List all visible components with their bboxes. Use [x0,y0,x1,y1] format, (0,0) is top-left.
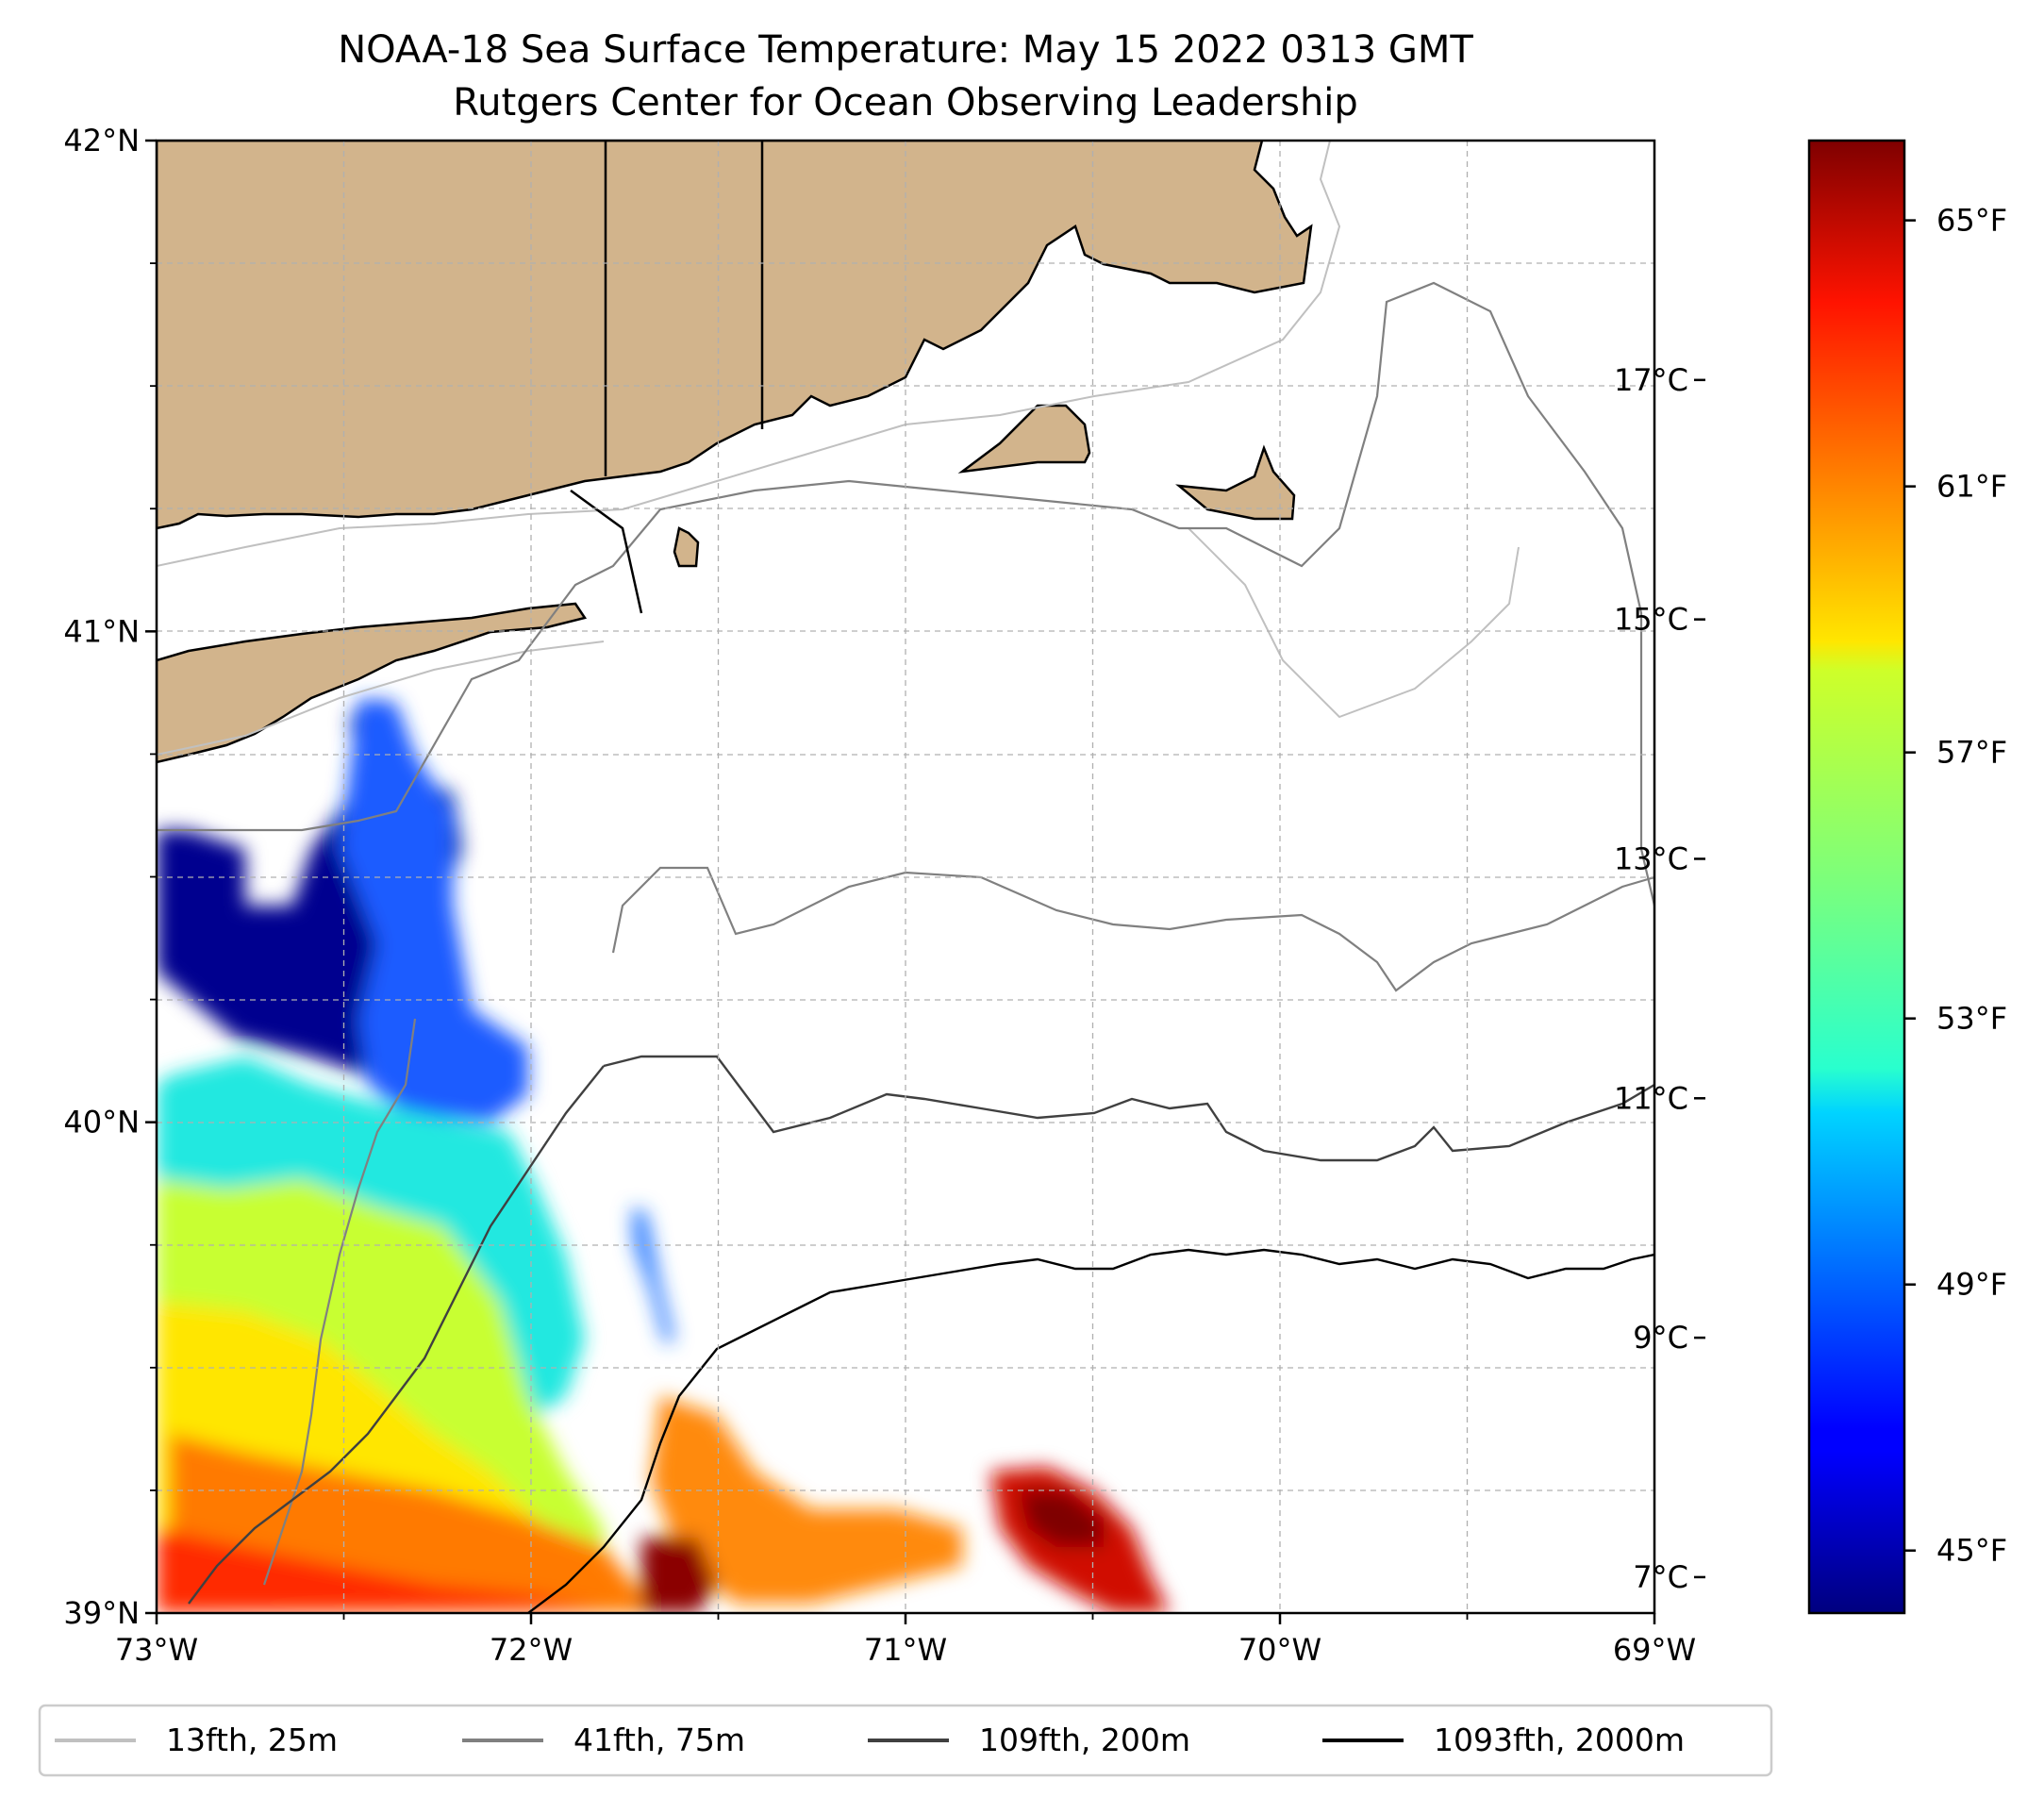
x-axis-ticks: 73°W 72°W 71°W 70°W 69°W [115,1613,1696,1668]
map-title-line2: Rutgers Center for Ocean Observing Leade… [453,81,1358,125]
sst-offshore-hot [641,1538,717,1613]
x-tick-label: 70°W [1238,1632,1321,1668]
y-tick-label: 39°N [63,1595,140,1631]
map-title-line1: NOAA-18 Sea Surface Temperature: May 15 … [338,28,1473,72]
colorbar-fahrenheit-label: 49°F [1936,1267,2007,1303]
legend-label: 109fth, 200m [979,1722,1190,1758]
colorbar-fahrenheit-label: 45°F [1936,1533,2007,1569]
land [157,141,1313,764]
isobaths [157,141,1654,1613]
sst-offshore-orange [651,1396,962,1604]
colorbar-celsius-label: 9°C [1633,1320,1688,1356]
colorbar-celsius-label: 11°C [1614,1080,1688,1116]
land-block-island [673,526,700,568]
x-tick-label: 72°W [490,1632,573,1668]
colorbar-fahrenheit-ticks: 45°F 49°F 53°F 57°F 61°F 65°F [1904,203,2007,1569]
state-border-ct-ri [570,141,764,614]
isobath-200m [188,1055,1654,1605]
colorbar-fahrenheit-label: 53°F [1936,1001,2007,1037]
land-long-island [157,602,588,764]
x-tick-label: 71°W [864,1632,947,1668]
y-tick-label: 41°N [63,613,140,649]
land-nantucket [1175,444,1296,521]
legend-label: 13fth, 25m [166,1722,338,1758]
y-axis-ticks: 42°N 41°N 40°N 39°N [63,123,157,1631]
colorbar-celsius-ticks: 7°C 9°C 11°C 13°C 15°C 17°C [1614,362,1705,1595]
colorbar-fahrenheit-label: 65°F [1936,203,2007,239]
colorbar-gradient [1807,139,1906,1615]
legend-label: 1093fth, 2000m [1434,1722,1685,1758]
sst-imagery [157,698,1170,1613]
x-tick-label: 73°W [115,1632,198,1668]
land-martha-vineyard [957,404,1091,474]
sst-cold-blue-band [340,698,528,1123]
land-southern-new-england [157,141,1313,530]
sst-red-warm [157,1528,604,1613]
colorbar-fahrenheit-label: 61°F [1936,469,2007,505]
colorbar-celsius-label: 17°C [1614,362,1688,398]
sst-eddy-core [1019,1490,1104,1547]
map-panel: 73°W 72°W 71°W 70°W 69°W 42°N 41°N 40°N 39°N [63,123,1696,1668]
legend-label: 41fth, 75m [573,1722,745,1758]
sst-narrow-filament [632,1207,674,1344]
colorbar-celsius-label: 7°C [1633,1559,1688,1595]
y-tick-label: 42°N [63,123,140,158]
colorbar: 7°C 9°C 11°C 13°C 15°C 17°C 45°F 49°F 53°F 57°F 6… [1614,139,2007,1615]
y-tick-label: 40°N [63,1105,140,1140]
isobath-2000m [527,1248,1654,1613]
x-tick-label: 69°W [1613,1632,1696,1668]
colorbar-celsius-label: 13°C [1614,840,1688,876]
legend: 13fth, 25m 41fth, 75m 109fth, 200m 1093fth,… [38,1704,1773,1777]
colorbar-celsius-label: 15°C [1614,602,1688,638]
colorbar-fahrenheit-label: 57°F [1936,735,2007,771]
gridlines [157,141,1654,1613]
